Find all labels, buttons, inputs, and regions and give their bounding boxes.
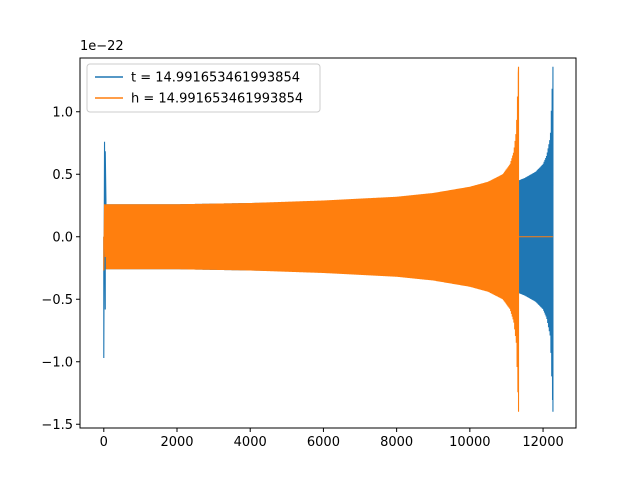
plot-area (103, 66, 554, 412)
y-tick-label: −1.5 (41, 418, 73, 433)
y-axis: −1.5 −1.0 −0.5 0.0 0.5 1.0 (41, 105, 80, 433)
y-tick-label: 0.0 (52, 230, 73, 245)
x-tick-label: 10000 (449, 435, 490, 450)
y-tick-label: 1.0 (52, 105, 73, 120)
legend-label: t = 14.991653461993854 (131, 71, 300, 86)
axes-frame (79, 57, 577, 429)
y-tick-label: 0.5 (52, 168, 73, 183)
series-h (103, 66, 553, 412)
legend-label: h = 14.991653461993854 (131, 92, 303, 107)
x-tick-label: 2000 (160, 435, 193, 450)
x-tick-label: 0 (100, 435, 108, 450)
y-tick-label: −1.0 (41, 355, 73, 370)
x-axis: 0 2000 4000 6000 8000 10000 12000 (100, 428, 564, 450)
legend-box (86, 63, 321, 113)
x-tick-label: 6000 (307, 435, 340, 450)
series-line-h (103, 66, 553, 412)
y-tick-label: −0.5 (41, 293, 73, 308)
legend: t = 14.991653461993854 h = 14.99165346199… (86, 63, 321, 113)
x-tick-label: 8000 (380, 435, 413, 450)
y-scale-offset-label: 1e−22 (80, 39, 124, 54)
x-tick-label: 4000 (234, 435, 267, 450)
x-tick-label: 12000 (522, 435, 563, 450)
